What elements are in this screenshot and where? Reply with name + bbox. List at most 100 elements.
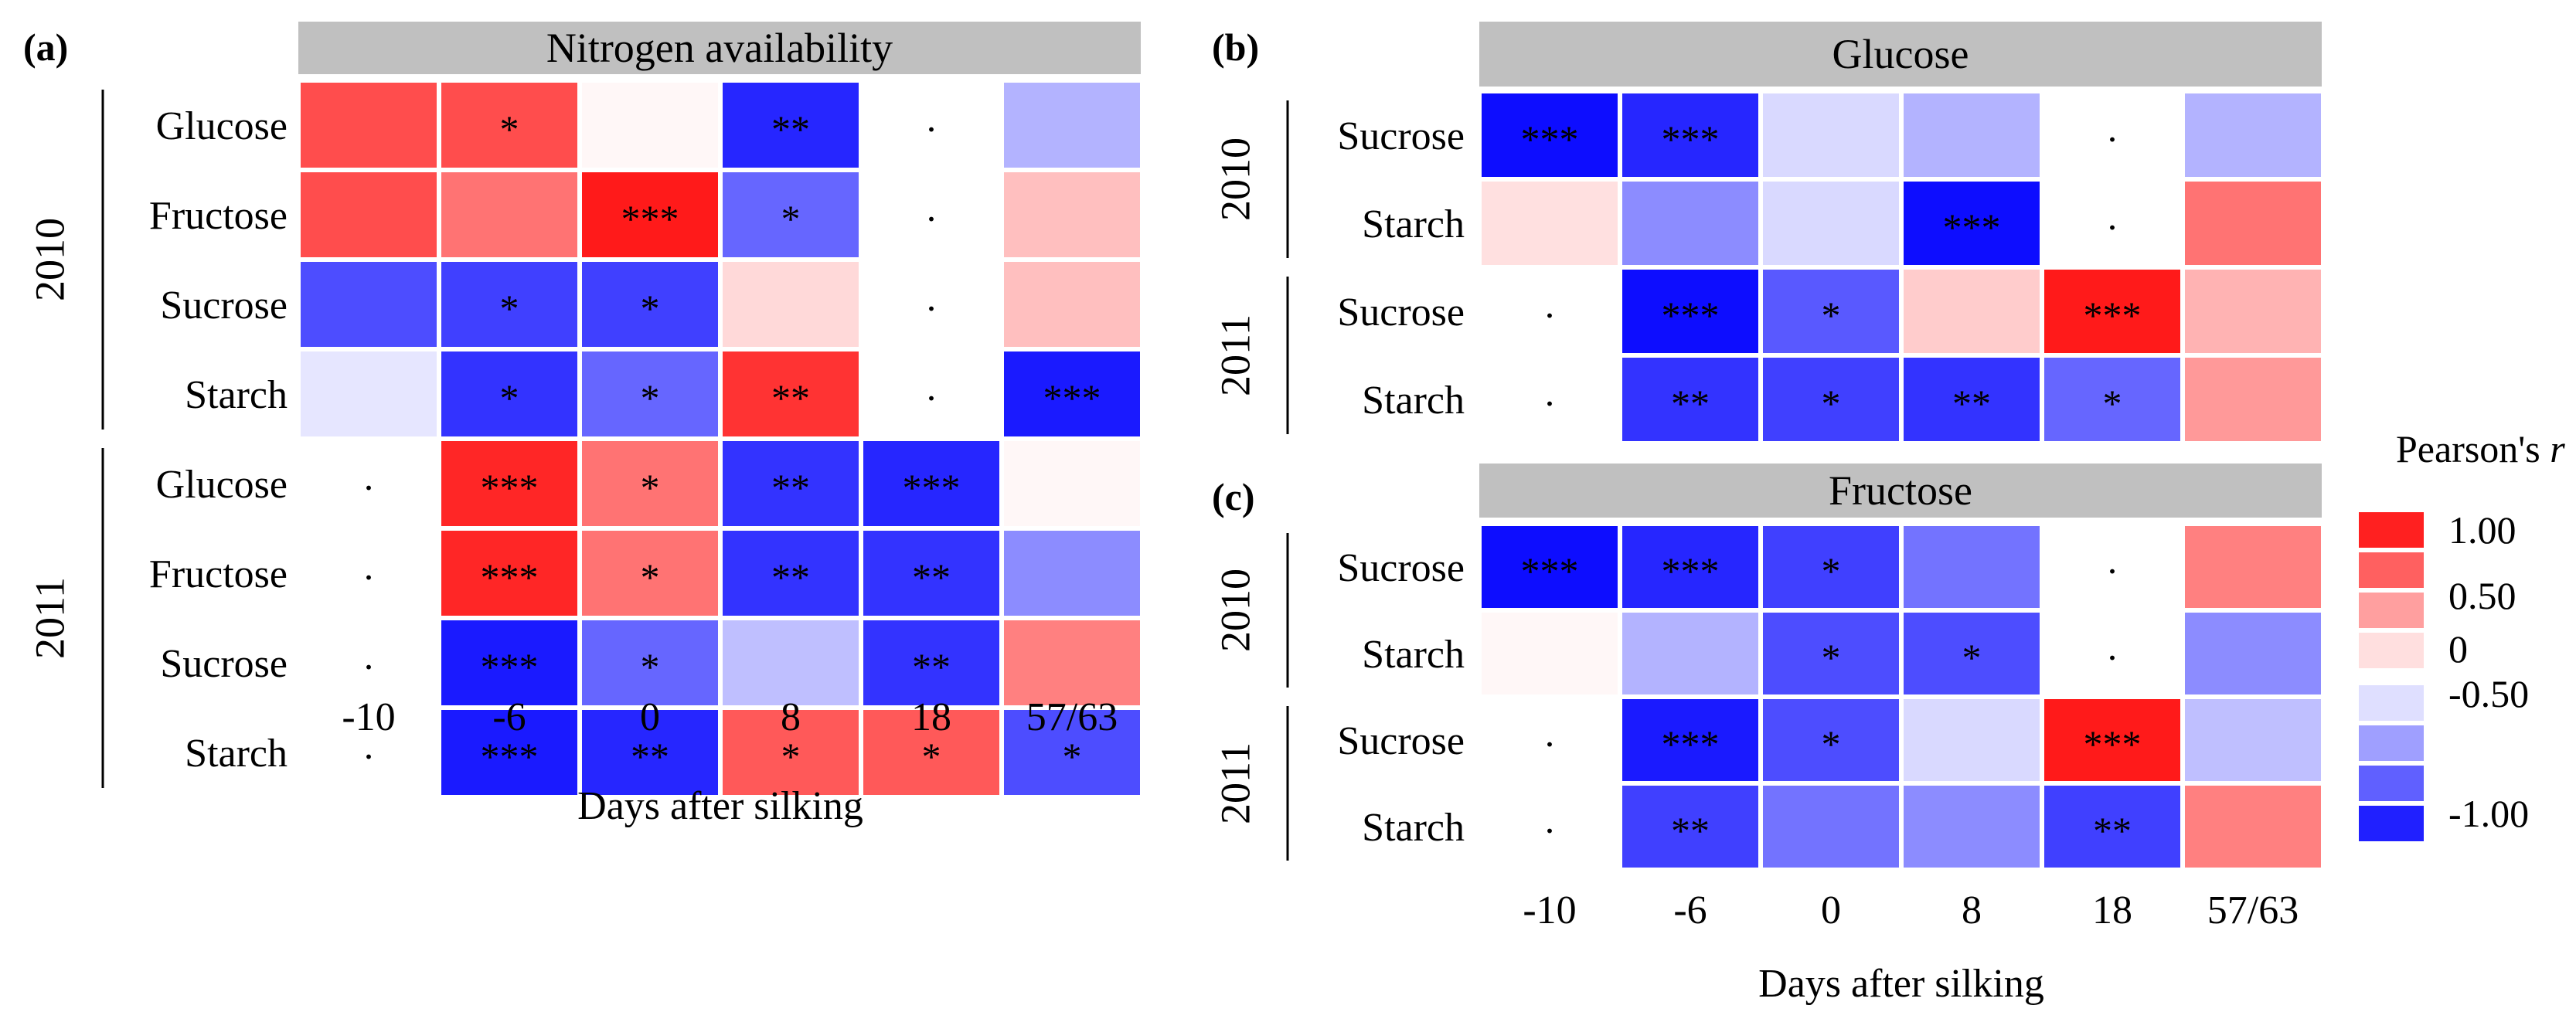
significance-label: *** [1943, 205, 2001, 249]
heatmap-cell [1004, 172, 1140, 257]
significance-label: *** [1662, 117, 1720, 161]
heatmap-cell [1622, 613, 1758, 694]
significance-label: * [1822, 549, 1841, 593]
x-tick-label: 8 [1962, 888, 1982, 932]
heatmap-cell [723, 172, 859, 257]
legend-swatch [2359, 725, 2424, 761]
heatmap-cell [1763, 182, 1899, 265]
missing-marker: . [364, 634, 374, 677]
heatmap-cell [1622, 786, 1758, 868]
legend-swatch [2359, 512, 2424, 548]
significance-label: * [781, 735, 801, 778]
missing-marker: . [927, 186, 937, 229]
heatmap-cell [441, 531, 577, 616]
significance-label: *** [481, 466, 539, 509]
heatmap-cell [441, 262, 577, 347]
legend-label: -1.00 [2448, 792, 2529, 835]
heatmap-cell [863, 710, 999, 795]
significance-label: * [1063, 735, 1082, 778]
row-label: Glucose [156, 104, 288, 148]
significance-label: ** [771, 107, 810, 151]
x-tick-label: -6 [1673, 888, 1707, 932]
significance-label: *** [1662, 722, 1720, 766]
heatmap-cell [582, 262, 718, 347]
heatmap-cell [1904, 699, 2040, 781]
row-label: Starch [1362, 806, 1465, 850]
heatmap-cell [582, 620, 718, 705]
heatmap-cell [1622, 699, 1758, 781]
legend-label: -0.50 [2448, 672, 2529, 715]
x-tick-label: -6 [492, 695, 526, 739]
heatmap-cell [863, 441, 999, 526]
row-label: Sucrose [1337, 719, 1465, 763]
significance-label: * [1822, 722, 1841, 766]
heatmap-cell [301, 351, 437, 436]
heatmap-cell [1004, 351, 1140, 436]
legend-title: Pearson's r [2396, 427, 2565, 470]
legend-label: 0 [2448, 627, 2468, 671]
heatmap-cell [1004, 262, 1140, 347]
missing-marker: . [2108, 107, 2118, 150]
missing-marker: . [2108, 538, 2118, 582]
heatmap-cell [723, 83, 859, 168]
year-label: 2010 [26, 218, 73, 301]
significance-label: *** [903, 466, 961, 509]
legend-swatch [2359, 766, 2424, 801]
significance-label: * [641, 376, 660, 419]
significance-label: *** [481, 735, 539, 778]
panel-title: Glucose [1832, 31, 1969, 77]
row-label: Glucose [156, 463, 288, 507]
significance-label: * [641, 555, 660, 599]
year-label: 2011 [1212, 742, 1258, 824]
heatmap-cell [441, 351, 577, 436]
significance-label: * [641, 287, 660, 330]
x-axis-title: Days after silking [577, 784, 863, 828]
heatmap-cell [1004, 83, 1140, 168]
heatmap-cell [863, 620, 999, 705]
significance-label: * [2103, 382, 2122, 425]
row-label: Starch [185, 373, 288, 417]
heatmap-cell [1904, 93, 2040, 177]
x-tick-label: -10 [342, 695, 395, 739]
x-tick-label: 57/63 [2207, 888, 2299, 932]
heatmap-cell [2185, 786, 2321, 868]
heatmap-cell [1763, 358, 1899, 441]
panel-letter: (b) [1212, 25, 1259, 69]
heatmap-cell [582, 351, 718, 436]
heatmap-cell [723, 441, 859, 526]
heatmap-cell [441, 83, 577, 168]
heatmap-cell [1904, 270, 2040, 353]
heatmap-cell [301, 172, 437, 257]
x-tick-label: 0 [1821, 888, 1841, 932]
row-label: Sucrose [1337, 546, 1465, 590]
missing-marker: . [927, 276, 937, 319]
significance-label: * [1822, 382, 1841, 425]
heatmap-cell [2044, 270, 2180, 353]
missing-marker: . [364, 724, 374, 767]
significance-label: ** [771, 466, 810, 509]
heatmap-cell [1004, 620, 1140, 705]
missing-marker: . [1545, 798, 1555, 841]
x-tick-label: 57/63 [1026, 695, 1118, 739]
legend-label: 0.50 [2448, 574, 2516, 617]
heatmap-cell [2185, 358, 2321, 441]
heatmap-cell [582, 83, 718, 168]
heatmap-cell [582, 531, 718, 616]
row-label: Sucrose [1337, 290, 1465, 335]
missing-marker: . [364, 545, 374, 588]
heatmap-cell [1482, 182, 1618, 265]
heatmap-cell [723, 531, 859, 616]
strip-header [1479, 464, 2322, 518]
legend-title-prefix: Pearson's [2396, 427, 2550, 470]
significance-label: ** [1671, 382, 1710, 425]
heatmap-cell [2044, 699, 2180, 781]
missing-marker: . [364, 455, 374, 498]
legend-swatch [2359, 633, 2424, 668]
significance-label: * [641, 645, 660, 688]
significance-label: ** [771, 555, 810, 599]
heatmap-cell [1622, 526, 1758, 608]
row-label: Starch [1362, 379, 1465, 423]
x-tick-label: -10 [1523, 888, 1576, 932]
